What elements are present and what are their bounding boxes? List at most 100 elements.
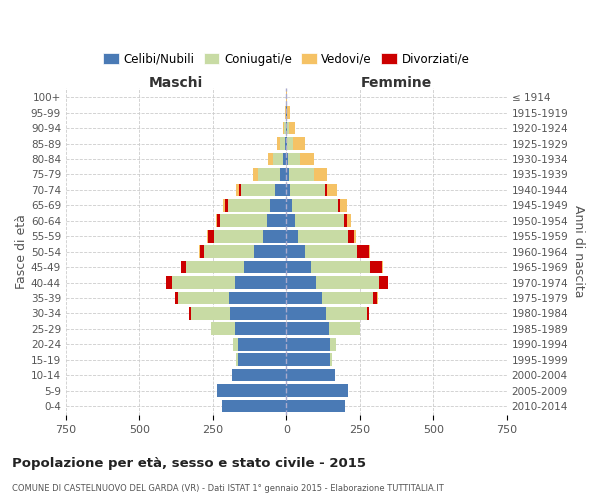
Bar [286,168,289,181]
Y-axis label: Fasce di età: Fasce di età [15,214,28,289]
Bar [379,276,388,289]
Bar [178,292,229,304]
Bar [267,214,286,227]
Bar [286,214,295,227]
Bar [286,338,331,350]
Bar [283,152,286,166]
Bar [214,230,263,242]
Bar [326,184,337,196]
Bar [347,214,351,227]
Bar [200,246,204,258]
Bar [290,184,325,196]
Bar [286,276,316,289]
Bar [286,322,329,335]
Bar [175,292,178,304]
Bar [217,384,286,397]
Bar [254,246,286,258]
Bar [223,199,225,211]
Text: COMUNE DI CASTELNUOVO DEL GARDA (VR) - Dati ISTAT 1° gennaio 2015 - Elaborazione: COMUNE DI CASTELNUOVO DEL GARDA (VR) - D… [12,484,444,493]
Bar [241,184,275,196]
Bar [314,168,328,181]
Bar [268,152,273,166]
Bar [284,122,286,134]
Bar [220,214,267,227]
Bar [289,122,295,134]
Bar [221,400,286,412]
Bar [216,214,217,227]
Bar [338,199,340,211]
Bar [289,168,314,181]
Bar [344,214,347,227]
Bar [311,260,370,274]
Bar [326,307,367,320]
Bar [382,260,383,274]
Bar [287,137,293,150]
Bar [286,354,331,366]
Bar [286,384,348,397]
Bar [211,322,235,335]
Bar [253,168,258,181]
Bar [286,400,345,412]
Bar [227,199,270,211]
Bar [288,152,299,166]
Bar [270,199,286,211]
Bar [292,199,338,211]
Bar [275,184,286,196]
Bar [166,276,172,289]
Bar [286,137,287,150]
Bar [263,230,286,242]
Bar [286,307,326,320]
Bar [239,184,241,196]
Bar [191,307,230,320]
Bar [187,260,244,274]
Bar [244,260,286,274]
Bar [286,184,290,196]
Bar [325,184,326,196]
Bar [357,246,368,258]
Bar [354,230,356,242]
Bar [277,137,280,150]
Bar [298,230,348,242]
Bar [232,369,286,382]
Bar [204,246,254,258]
Bar [367,307,368,320]
Bar [230,307,286,320]
Bar [238,354,286,366]
Bar [273,152,283,166]
Bar [236,184,239,196]
Bar [208,230,214,242]
Bar [373,292,377,304]
Bar [283,122,284,134]
Legend: Celibi/Nubili, Coniugati/e, Vedovi/e, Divorziati/e: Celibi/Nubili, Coniugati/e, Vedovi/e, Di… [98,48,474,70]
Y-axis label: Anni di nascita: Anni di nascita [572,206,585,298]
Bar [286,260,311,274]
Bar [217,214,220,227]
Bar [305,246,357,258]
Bar [287,122,289,134]
Bar [285,137,286,150]
Bar [190,307,191,320]
Bar [225,199,227,211]
Bar [287,106,290,119]
Bar [329,322,360,335]
Bar [229,292,286,304]
Text: Femmine: Femmine [361,76,432,90]
Bar [199,246,200,258]
Bar [235,276,286,289]
Text: Popolazione per età, sesso e stato civile - 2015: Popolazione per età, sesso e stato civil… [12,458,366,470]
Bar [322,292,373,304]
Bar [235,322,286,335]
Bar [280,168,286,181]
Text: Maschi: Maschi [149,76,203,90]
Bar [286,292,322,304]
Bar [295,214,344,227]
Bar [368,246,370,258]
Bar [286,230,298,242]
Bar [280,137,285,150]
Bar [316,276,379,289]
Bar [293,137,305,150]
Bar [286,246,305,258]
Bar [299,152,314,166]
Bar [207,230,208,242]
Bar [331,338,336,350]
